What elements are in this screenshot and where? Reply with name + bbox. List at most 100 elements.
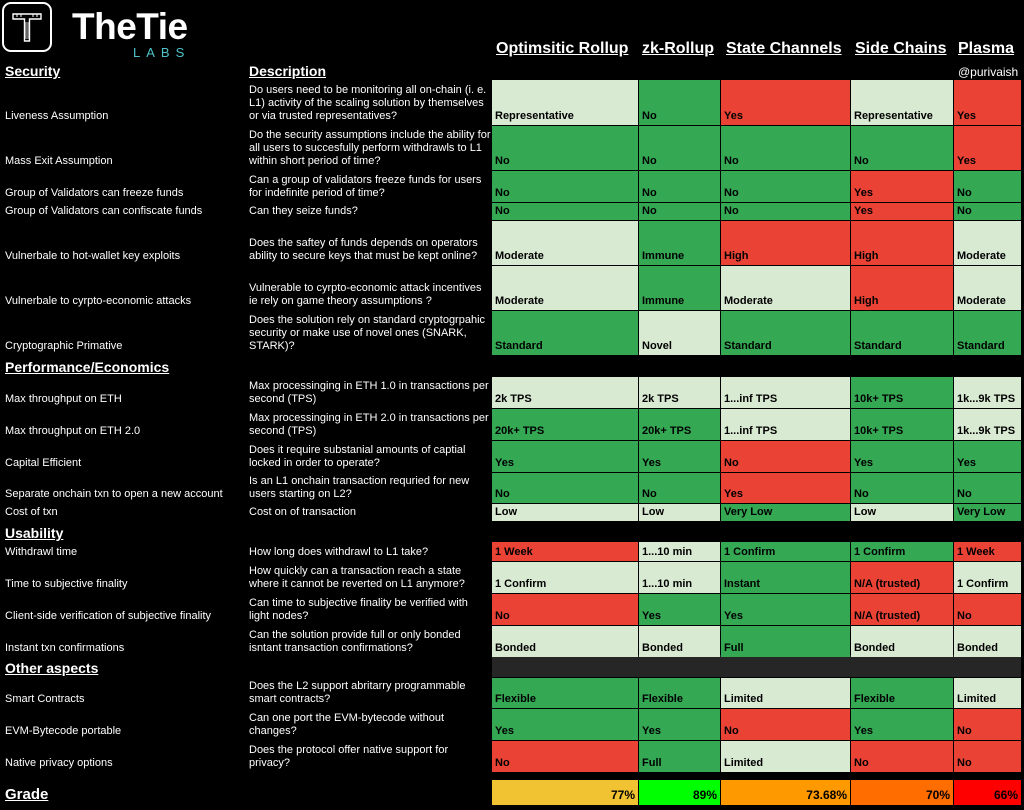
rating-cell: No — [954, 741, 1021, 772]
feature-label: Vulnerbale to cyrpto-economic attacks — [5, 295, 192, 307]
rating-cell: Yes — [851, 171, 953, 202]
column-header: zk-Rollup — [642, 40, 714, 57]
feature-description: Can time to subjective finality be verif… — [249, 597, 468, 622]
brand-sub: LABS — [133, 45, 191, 60]
feature-description: Do users need to be monitoring all on-ch… — [249, 84, 487, 122]
rating-cell: Yes — [954, 441, 1021, 472]
feature-description: Vulnerable to cyrpto-economic attack inc… — [249, 282, 482, 307]
feature-description: Max processinging in ETH 2.0 in transact… — [249, 412, 489, 437]
rating-cell: Yes — [639, 441, 720, 472]
grade-cell: 77% — [492, 780, 638, 805]
rating-cell: No — [954, 473, 1021, 503]
rating-cell: Limited — [721, 741, 850, 772]
rating-cell: Bonded — [492, 626, 638, 657]
rating-cell: No — [721, 441, 850, 472]
rating-cell: No — [721, 171, 850, 202]
rating-cell: No — [639, 80, 720, 125]
rating-cell: Low — [851, 504, 953, 521]
rating-cell: Yes — [639, 594, 720, 625]
feature-label: Cost of txn — [5, 506, 58, 518]
rating-cell: 1...inf TPS — [721, 409, 850, 440]
feature-description: How quickly can a transaction reach a st… — [249, 565, 465, 590]
rating-cell: 20k+ TPS — [492, 409, 638, 440]
rating-cell: 1...10 min — [639, 562, 720, 593]
rating-cell: 10k+ TPS — [851, 377, 953, 408]
rating-cell: Novel — [639, 311, 720, 355]
rating-cell: Yes — [492, 441, 638, 472]
feature-label: Capital Efficient — [5, 457, 82, 469]
rating-cell: 10k+ TPS — [851, 409, 953, 440]
rating-cell: No — [721, 709, 850, 740]
feature-description: Does the L2 support abritarry programmab… — [249, 680, 466, 705]
feature-description: Can the solution provide full or only bo… — [249, 629, 461, 654]
rating-cell: Flexible — [851, 678, 953, 708]
rating-cell: Bonded — [851, 626, 953, 657]
feature-label: Max throughput on ETH — [5, 393, 122, 405]
author-handle: @purivaish — [958, 65, 1019, 79]
rating-cell: No — [954, 203, 1021, 220]
column-header: State Channels — [726, 40, 842, 57]
rating-cell: No — [639, 126, 720, 170]
rating-cell: Yes — [492, 709, 638, 740]
rating-cell: 1 Week — [954, 542, 1021, 561]
rating-cell: No — [851, 741, 953, 772]
rating-cell: Full — [721, 626, 850, 657]
rating-cell: No — [639, 171, 720, 202]
feature-description: Cost on of transaction — [249, 506, 357, 518]
rating-cell: No — [492, 741, 638, 772]
feature-label: Time to subjective finality — [5, 578, 128, 590]
rating-cell: 1k...9k TPS — [954, 377, 1021, 408]
rating-cell: No — [851, 473, 953, 503]
rating-cell: 1 Confirm — [492, 562, 638, 593]
rating-cell: Moderate — [492, 221, 638, 265]
rating-cell: No — [721, 126, 850, 170]
rating-cell: High — [721, 221, 850, 265]
column-header: Plasma — [958, 40, 1015, 57]
rating-cell: 1...inf TPS — [721, 377, 850, 408]
rating-cell: Yes — [721, 80, 850, 125]
logo-mark-icon — [2, 2, 52, 52]
other-aspects-section-header: Other aspects — [5, 660, 99, 676]
rating-cell: Yes — [721, 594, 850, 625]
rating-cell: Yes — [721, 473, 850, 503]
grade-cell: 89% — [639, 780, 720, 805]
rating-cell: Bonded — [639, 626, 720, 657]
rating-cell: Standard — [954, 311, 1021, 355]
feature-description: Is an L1 onchain transaction requried fo… — [249, 475, 470, 500]
grade-cell: 66% — [954, 780, 1021, 805]
rating-cell: Yes — [851, 709, 953, 740]
rating-cell: Flexible — [639, 678, 720, 708]
rating-cell: Standard — [851, 311, 953, 355]
rating-cell: 1 Confirm — [851, 542, 953, 561]
feature-description: Can a group of validators freeze funds f… — [249, 174, 482, 199]
rating-cell: Immune — [639, 266, 720, 310]
rating-cell: No — [492, 473, 638, 503]
grade-cell: 73.68% — [721, 780, 850, 805]
feature-label: Cryptographic Primative — [5, 340, 123, 352]
rating-cell: No — [954, 171, 1021, 202]
column-header: Optimsitic Rollup — [496, 40, 629, 57]
performance-section-header: Performance/Economics — [5, 359, 170, 375]
grade-cell: 70% — [851, 780, 953, 805]
rating-cell: Representative — [851, 80, 953, 125]
rating-cell: No — [492, 203, 638, 220]
rating-cell: Low — [492, 504, 638, 521]
grade-label: Grade — [5, 786, 49, 803]
description-header: Description — [249, 63, 327, 79]
rating-cell: Instant — [721, 562, 850, 593]
rating-cell: Moderate — [954, 266, 1021, 310]
feature-label: Group of Validators can confiscate funds — [5, 205, 203, 217]
feature-description: How long does withdrawl to L1 take? — [249, 546, 429, 558]
feature-label: Group of Validators can freeze funds — [5, 187, 184, 199]
feature-description: Max processinging in ETH 1.0 in transact… — [249, 380, 489, 405]
feature-label: Mass Exit Assumption — [5, 155, 113, 167]
rating-cell: Bonded — [954, 626, 1021, 657]
rating-cell: Limited — [954, 678, 1021, 708]
rating-cell: Flexible — [492, 678, 638, 708]
brand-name: TheTie — [72, 6, 188, 47]
rating-cell: No — [639, 473, 720, 503]
feature-label: Liveness Assumption — [5, 110, 109, 122]
feature-label: Vulnerbale to hot-wallet key exploits — [5, 250, 181, 262]
rating-cell: 1 Confirm — [721, 542, 850, 561]
rating-cell: Immune — [639, 221, 720, 265]
